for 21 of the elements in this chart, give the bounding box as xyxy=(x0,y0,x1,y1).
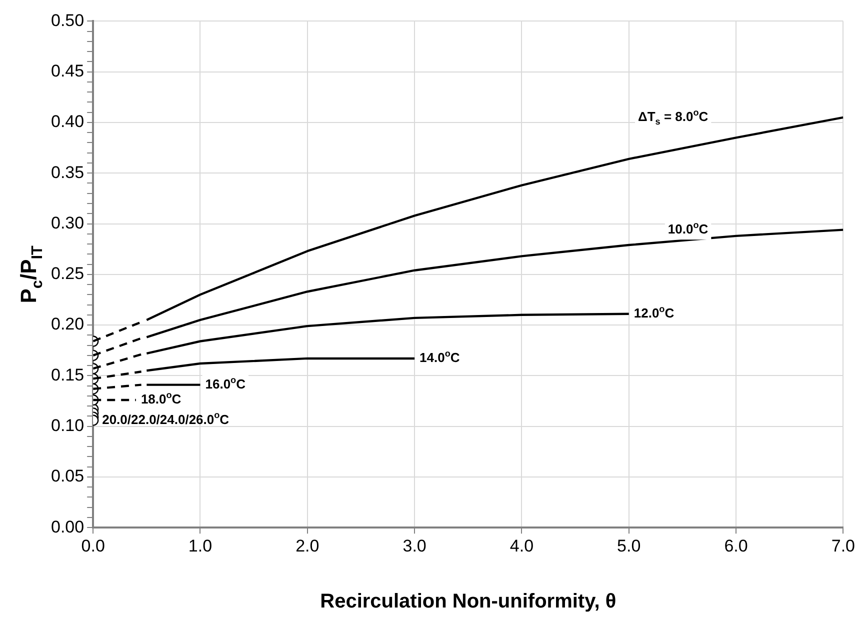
y-tick-label: 0.05 xyxy=(50,466,84,486)
x-tick-label: 7.0 xyxy=(831,536,856,556)
x-tick-label: 0.0 xyxy=(81,536,105,556)
y-tick-label: 0.00 xyxy=(50,517,84,536)
x-tick-label: 4.0 xyxy=(510,536,534,556)
y-tick-label: 0.50 xyxy=(50,10,84,30)
y-tick-label: 0.35 xyxy=(50,162,84,182)
x-tick-label: 5.0 xyxy=(617,536,641,556)
y-tick-label: 0.20 xyxy=(50,314,84,334)
x-axis-title: Recirculation Non-uniformity, θ xyxy=(320,590,616,613)
y-tick-label: 0.45 xyxy=(50,62,84,81)
x-tick-label: 2.0 xyxy=(296,536,320,556)
x-tick-label: 1.0 xyxy=(188,536,212,556)
y-tick-label: 0.25 xyxy=(50,264,84,284)
x-tick-label: 6.0 xyxy=(724,536,748,556)
y-tick-label: 0.15 xyxy=(50,365,84,384)
y-tick-label: 0.10 xyxy=(50,416,84,436)
y-tick-label: 0.30 xyxy=(50,213,84,232)
x-tick-label: 3.0 xyxy=(402,536,426,556)
y-tick-label: 0.40 xyxy=(50,112,84,132)
y-axis-title: Pc/PIT xyxy=(16,244,46,304)
